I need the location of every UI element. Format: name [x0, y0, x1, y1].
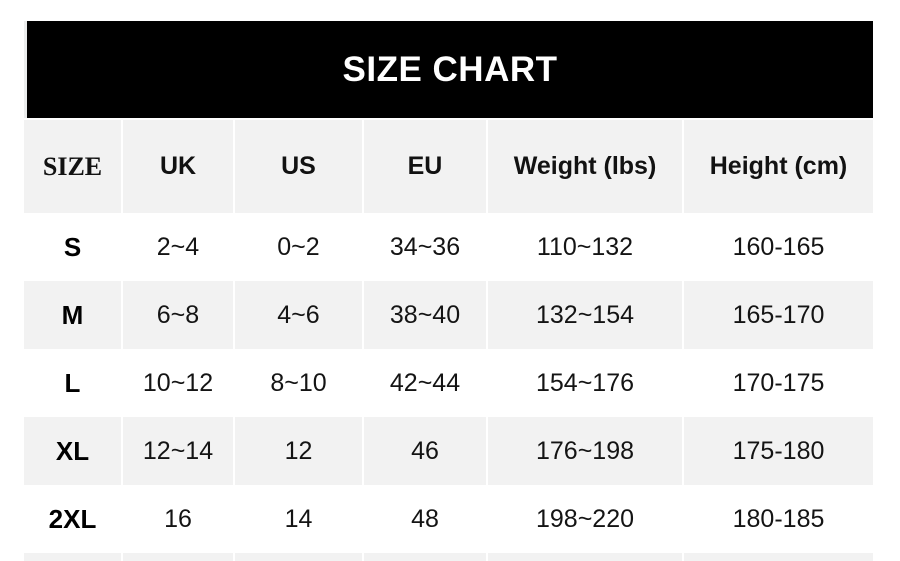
- column-header-size: SIZE: [42, 151, 103, 181]
- column-header-height: Height (cm): [682, 120, 873, 213]
- cell-size: XL: [55, 435, 90, 466]
- cell-us: [233, 553, 363, 561]
- cell-weight: 110~132: [486, 213, 683, 281]
- table-row: M 6~8 4~6 38~40 132~154 165-170: [24, 281, 873, 349]
- column-header-us: US: [233, 120, 363, 213]
- cell-weight: [486, 553, 683, 561]
- table-row-clipped: [24, 553, 873, 561]
- column-header-weight: Weight (lbs): [486, 120, 683, 213]
- cell-eu: 42~44: [362, 349, 487, 417]
- banner-left-edge: [24, 21, 27, 118]
- cell-uk: 16: [121, 485, 234, 553]
- cell-size: S: [63, 231, 82, 262]
- cell-size: 2XL: [48, 503, 97, 534]
- cell-eu: 48: [362, 485, 487, 553]
- cell-uk: 10~12: [121, 349, 234, 417]
- cell-size: [24, 553, 122, 561]
- cell-us: 4~6: [233, 281, 363, 349]
- column-header-eu: EU: [362, 120, 487, 213]
- cell-height: 165-170: [682, 281, 873, 349]
- cell-weight: 154~176: [486, 349, 683, 417]
- size-chart-table: SIZE UK US EU Weight (lbs) Height (cm) S…: [24, 120, 873, 561]
- cell-size: M: [61, 299, 84, 330]
- cell-height: 160-165: [682, 213, 873, 281]
- cell-weight: 176~198: [486, 417, 683, 485]
- cell-us: 12: [233, 417, 363, 485]
- cell-height: 175-180: [682, 417, 873, 485]
- table-row: XL 12~14 12 46 176~198 175-180: [24, 417, 873, 485]
- size-chart-banner: SIZE CHART: [27, 21, 873, 118]
- table-row: S 2~4 0~2 34~36 110~132 160-165: [24, 213, 873, 281]
- cell-eu: 38~40: [362, 281, 487, 349]
- cell-eu: 34~36: [362, 213, 487, 281]
- cell-height: 180-185: [682, 485, 873, 553]
- size-table-container: SIZE UK US EU Weight (lbs) Height (cm) S…: [24, 120, 873, 561]
- table-header-row: SIZE UK US EU Weight (lbs) Height (cm): [24, 120, 873, 213]
- cell-height: 170-175: [682, 349, 873, 417]
- cell-uk: 6~8: [121, 281, 234, 349]
- cell-uk: 2~4: [121, 213, 234, 281]
- cell-us: 0~2: [233, 213, 363, 281]
- cell-weight: 132~154: [486, 281, 683, 349]
- column-header-uk: UK: [121, 120, 234, 213]
- cell-uk: 12~14: [121, 417, 234, 485]
- cell-weight: 198~220: [486, 485, 683, 553]
- cell-uk: [121, 553, 234, 561]
- cell-height: [682, 553, 873, 561]
- table-row: L 10~12 8~10 42~44 154~176 170-175: [24, 349, 873, 417]
- cell-us: 14: [233, 485, 363, 553]
- table-row: 2XL 16 14 48 198~220 180-185: [24, 485, 873, 553]
- cell-us: 8~10: [233, 349, 363, 417]
- page-title: SIZE CHART: [342, 50, 558, 89]
- cell-eu: [362, 553, 487, 561]
- cell-eu: 46: [362, 417, 487, 485]
- cell-size: L: [64, 367, 81, 398]
